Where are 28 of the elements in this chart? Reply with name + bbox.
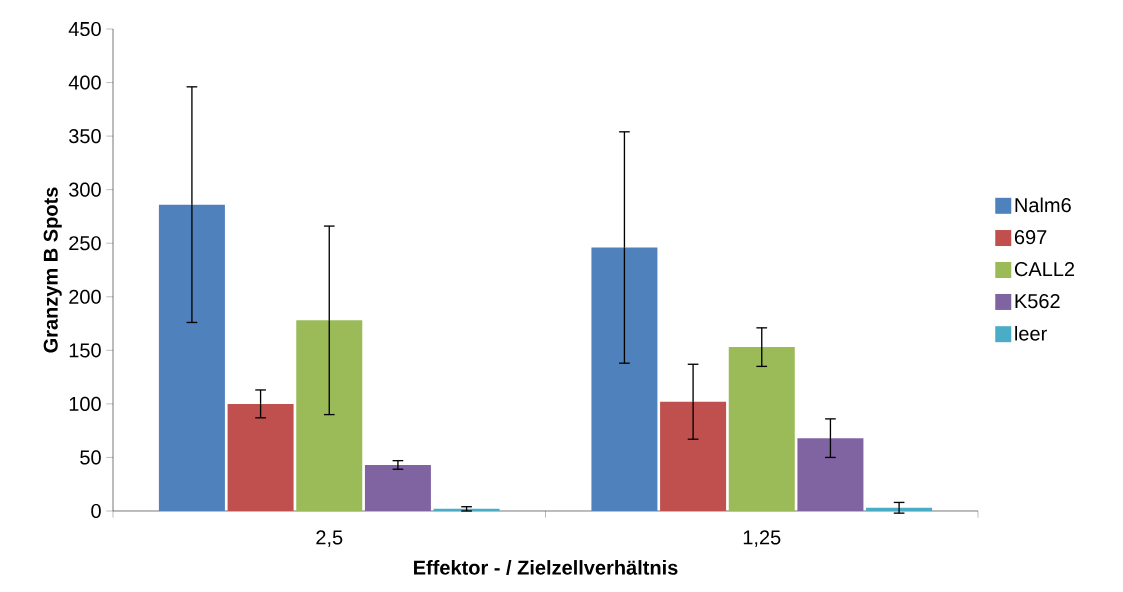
legend-label: CALL2 [1014, 262, 1075, 277]
bar [364, 464, 431, 511]
y-tick-label: 150 [69, 343, 101, 358]
bar [866, 507, 933, 511]
bar [797, 438, 864, 511]
legend-label: K562 [1015, 293, 1060, 309]
y-tick-label: 100 [69, 396, 101, 411]
x-tick-label: 2,5 [316, 530, 343, 547]
legend-label: leer [1015, 325, 1047, 341]
bar [296, 320, 363, 511]
y-tick-label: 300 [69, 182, 101, 197]
legend-label: Nalm6 [1015, 197, 1071, 213]
bar [227, 403, 294, 511]
y-tick-label: 400 [68, 75, 101, 90]
y-tick-label: 200 [69, 289, 101, 304]
legend-label: 697 [1014, 230, 1047, 245]
y-tick-label: 250 [69, 236, 101, 251]
y-tick-label: 50 [80, 450, 101, 465]
bar [591, 247, 658, 511]
bar [728, 347, 795, 511]
y-tick-label: 0 [91, 503, 101, 519]
x-tick-label: 1,25 [743, 530, 781, 547]
y-tick-label: 450 [68, 21, 101, 37]
bar [660, 401, 727, 511]
y-tick-label: 350 [69, 129, 101, 144]
x-axis-title: Effektor - / Zielzellverhältnis [414, 560, 678, 575]
bar [158, 204, 225, 511]
y-axis-title: Granzym B Spots [43, 187, 62, 353]
